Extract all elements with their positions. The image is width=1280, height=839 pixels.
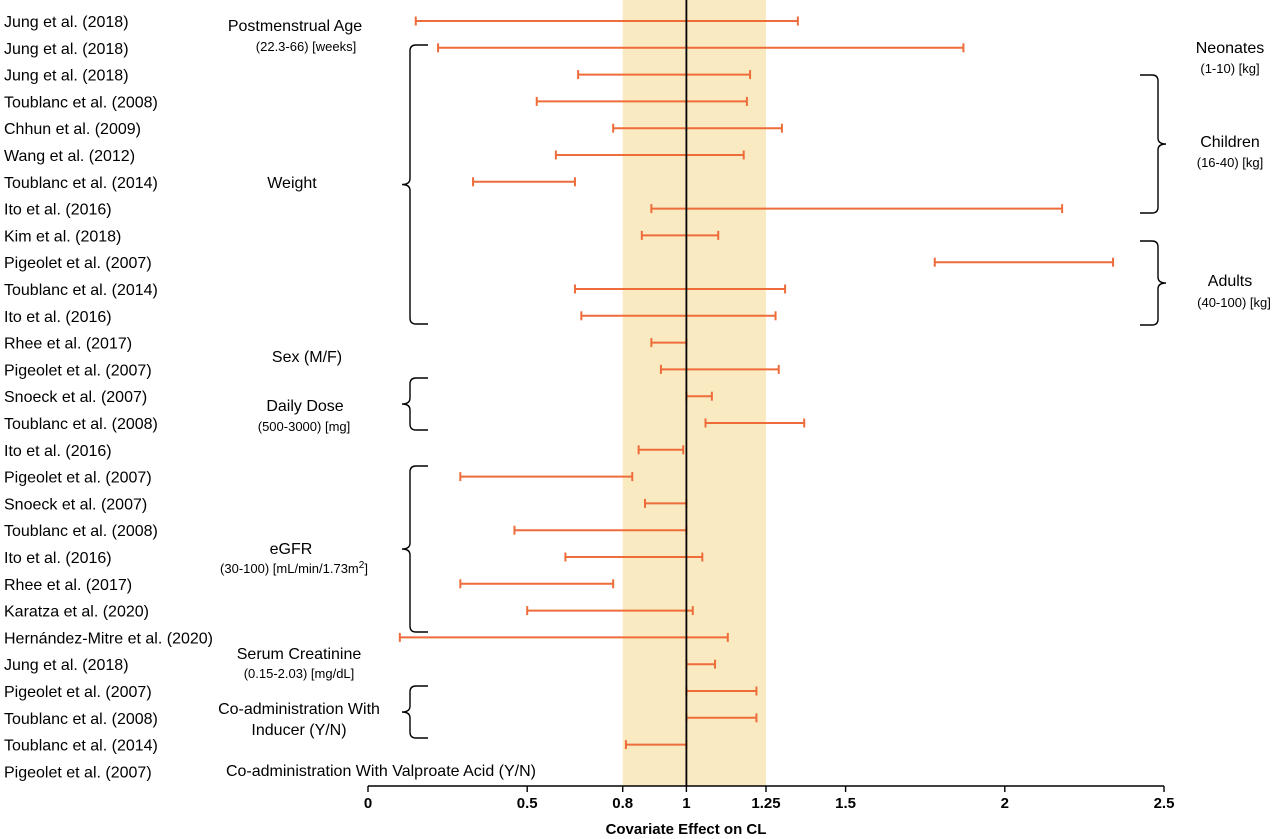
study-label: Toublanc et al. (2008)	[4, 711, 158, 728]
interval	[659, 364, 780, 374]
study-label: Jung et al. (2018)	[4, 657, 129, 674]
interval	[526, 606, 694, 616]
group-range: (40-100) [kg]	[1197, 295, 1271, 310]
covariate-name: Co-administration With Valproate Acid (Y…	[226, 763, 536, 780]
covariate-range: (500-3000) [mg]	[258, 419, 351, 434]
study-label: Snoeck et al. (2007)	[4, 389, 147, 406]
right-brace	[1140, 74, 1167, 214]
x-tick-label: 2	[1001, 795, 1009, 812]
left-brace	[401, 465, 428, 633]
interval	[650, 204, 1064, 214]
interval	[640, 230, 720, 240]
study-label: Toublanc et al. (2014)	[4, 738, 158, 755]
study-label: Jung et al. (2018)	[4, 41, 129, 58]
interval	[933, 257, 1115, 267]
covariate-name: eGFR	[270, 541, 313, 558]
study-labels: Jung et al. (2018) Jung et al. (2018) Jung…	[4, 14, 213, 781]
study-label: Rhee et al. (2017)	[4, 577, 132, 594]
study-label: Kim et al. (2018)	[4, 228, 121, 245]
right-brace	[1140, 240, 1167, 326]
covariate-name: Sex (M/F)	[272, 349, 342, 366]
x-axis-label: Covariate Effect on CL	[606, 821, 767, 838]
covariate-range: (22.3-66) [weeks]	[256, 39, 356, 54]
covariate-range-sup: 2	[359, 560, 365, 571]
group-name: Adults	[1208, 273, 1252, 290]
covariate-name: Inducer (Y/N)	[251, 722, 346, 739]
study-label: Jung et al. (2018)	[4, 68, 129, 85]
interval	[612, 123, 783, 133]
interval	[554, 150, 745, 160]
study-label: Ito et al. (2016)	[4, 550, 112, 567]
group-range: (1-10) [kg]	[1200, 61, 1259, 76]
interval	[573, 284, 787, 294]
covariate-braces	[401, 44, 1167, 739]
group-range: (16-40) [kg]	[1197, 155, 1263, 170]
study-label: Toublanc et al. (2008)	[4, 416, 158, 433]
interval	[580, 311, 777, 321]
study-label: Snoeck et al. (2007)	[4, 496, 147, 513]
covariate-name: Co-administration With	[218, 701, 380, 718]
study-label: Toublanc et al. (2014)	[4, 175, 158, 192]
x-tick-label: 0	[364, 795, 372, 812]
study-label: Ito et al. (2016)	[4, 443, 112, 460]
x-tick-label: 1.25	[751, 795, 780, 812]
covariate-labels: Postmenstrual Age (22.3-66) [weeks] Weight…	[218, 18, 536, 780]
x-tick-label: 0.5	[517, 795, 538, 812]
interval	[459, 579, 615, 589]
study-label: Wang et al. (2012)	[4, 148, 135, 165]
study-label: Pigeolet et al. (2007)	[4, 255, 152, 272]
study-label: Ito et al. (2016)	[4, 309, 112, 326]
study-label: Toublanc et al. (2008)	[4, 523, 158, 540]
interval	[472, 177, 576, 187]
covariate-range-text: (30-100) [mL/min/1.73m	[220, 561, 359, 576]
x-tick-label: 1	[682, 795, 690, 812]
x-tick-label: 1.5	[835, 795, 856, 812]
interval	[535, 96, 748, 106]
study-label: Pigeolet et al. (2007)	[4, 684, 152, 701]
confidence-intervals	[398, 16, 1115, 750]
interval	[564, 552, 704, 562]
covariate-range: (0.15-2.03) [mg/dL]	[244, 666, 355, 681]
interval	[437, 43, 965, 53]
covariate-range-end: ]	[364, 561, 368, 576]
covariate-name: Weight	[267, 175, 317, 192]
study-label: Pigeolet et al. (2007)	[4, 470, 152, 487]
left-brace	[401, 685, 428, 739]
left-brace	[401, 377, 428, 431]
interval	[577, 70, 752, 80]
equivalence-band	[622, 0, 766, 786]
study-label: Hernández-Mitre et al. (2020)	[4, 630, 213, 647]
interval	[459, 472, 634, 482]
study-label: Pigeolet et al. (2007)	[4, 764, 152, 781]
interval	[414, 16, 799, 26]
x-axis: 0 0.5 0.8 1 1.25 1.5 2 2.5	[364, 785, 1175, 812]
group-name: Children	[1200, 134, 1260, 151]
covariate-range: (30-100) [mL/min/1.73m2]	[220, 560, 368, 576]
group-name: Neonates	[1196, 40, 1265, 57]
left-brace	[401, 44, 428, 325]
interval	[704, 418, 806, 428]
x-tick-label: 0.8	[612, 795, 633, 812]
covariate-name: Postmenstrual Age	[228, 18, 362, 35]
study-label: Jung et al. (2018)	[4, 14, 129, 31]
study-label: Chhun et al. (2009)	[4, 121, 141, 138]
covariate-name: Serum Creatinine	[237, 646, 362, 663]
interval	[637, 445, 685, 455]
study-label: Rhee et al. (2017)	[4, 336, 132, 353]
covariate-name: Daily Dose	[266, 398, 343, 415]
study-label: Toublanc et al. (2014)	[4, 282, 158, 299]
study-label: Karatza et al. (2020)	[4, 604, 149, 621]
study-label: Pigeolet et al. (2007)	[4, 362, 152, 379]
study-label: Toublanc et al. (2008)	[4, 94, 158, 111]
study-label: Ito et al. (2016)	[4, 202, 112, 219]
weight-group-labels: Neonates (1-10) [kg] Children (16-40) [kg] A…	[1196, 40, 1271, 310]
x-tick-label: 2.5	[1154, 795, 1175, 812]
interval	[398, 632, 729, 642]
